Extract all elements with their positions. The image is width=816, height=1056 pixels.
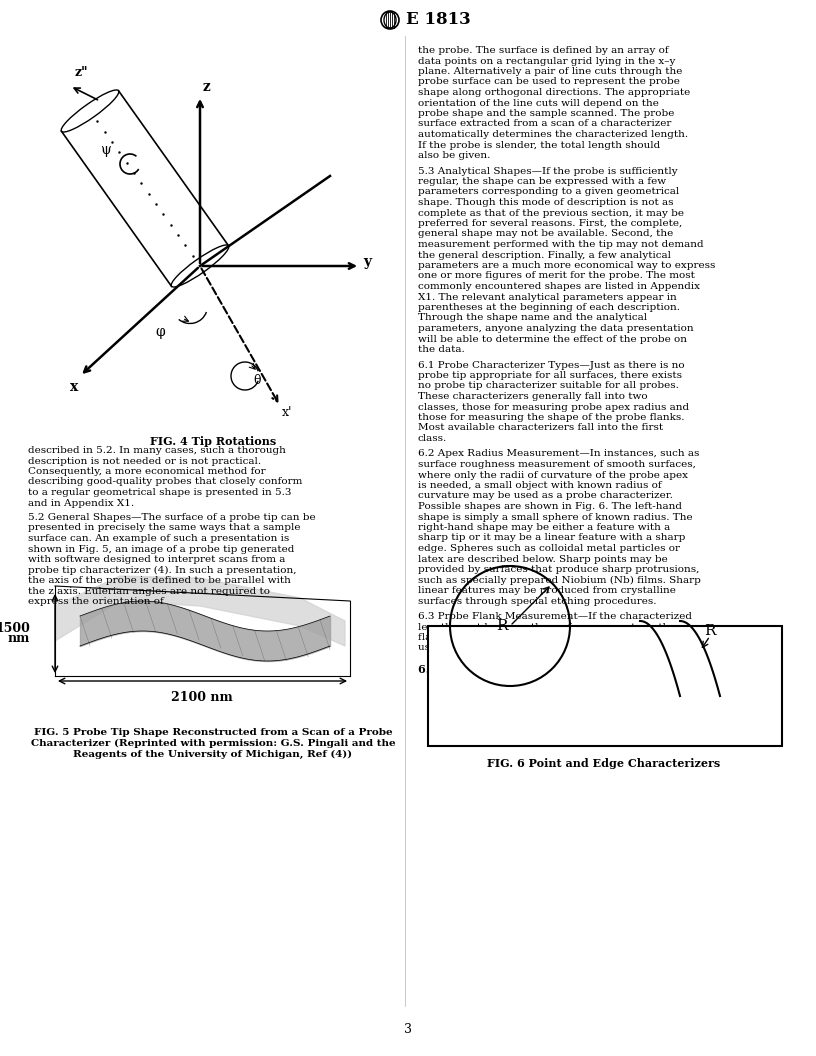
Text: φ: φ	[155, 325, 165, 339]
Text: parameters are a much more economical way to express: parameters are a much more economical wa…	[418, 261, 716, 270]
Text: shape is simply a small sphere of known radius. The: shape is simply a small sphere of known …	[418, 512, 693, 522]
Text: shape along orthogonal directions. The appropriate: shape along orthogonal directions. The a…	[418, 88, 690, 97]
Text: parameters corresponding to a given geometrical: parameters corresponding to a given geom…	[418, 188, 679, 196]
Text: edge. Spheres such as colloidal metal particles or: edge. Spheres such as colloidal metal pa…	[418, 544, 680, 553]
Text: measurement performed with the tip may not demand: measurement performed with the tip may n…	[418, 240, 703, 249]
Text: latex are described below. Sharp points may be: latex are described below. Sharp points …	[418, 554, 667, 564]
Text: will be able to determine the effect of the probe on: will be able to determine the effect of …	[418, 335, 687, 343]
Text: probe shape and the sample scanned. The probe: probe shape and the sample scanned. The …	[418, 109, 674, 118]
Text: 5.2 General Shapes—The surface of a probe tip can be: 5.2 General Shapes—The surface of a prob…	[28, 513, 316, 522]
Polygon shape	[55, 576, 345, 646]
Text: to a regular geometrical shape is presented in 5.3: to a regular geometrical shape is presen…	[28, 488, 291, 497]
Text: x: x	[70, 380, 78, 394]
Text: probe surface can be used to represent the probe: probe surface can be used to represent t…	[418, 77, 680, 87]
Text: shown in Fig. 5, an image of a probe tip generated: shown in Fig. 5, an image of a probe tip…	[28, 545, 295, 553]
Text: no probe tip characterizer suitable for all probes.: no probe tip characterizer suitable for …	[418, 381, 679, 391]
Text: y: y	[363, 254, 371, 269]
Text: 6.2 Apex Radius Measurement—In instances, such as: 6.2 Apex Radius Measurement—In instances…	[418, 450, 699, 458]
Text: Characterizer (Reprinted with permission: G.S. Pingali and the: Characterizer (Reprinted with permission…	[31, 739, 395, 748]
Text: x': x'	[282, 406, 292, 419]
Text: surface can. An example of such a presentation is: surface can. An example of such a presen…	[28, 534, 289, 543]
Text: data points on a rectangular grid lying in the x–y: data points on a rectangular grid lying …	[418, 57, 676, 65]
Text: probe tip characterizer (4). In such a presentation,: probe tip characterizer (4). In such a p…	[28, 566, 296, 574]
Text: class.: class.	[418, 434, 447, 444]
Text: linear features may be produced from crystalline: linear features may be produced from cry…	[418, 586, 676, 595]
Text: the z axis. Eulerian angles are not required to: the z axis. Eulerian angles are not requ…	[28, 586, 270, 596]
Text: description is not needed or is not practical.: description is not needed or is not prac…	[28, 456, 261, 466]
Text: These characterizers generally fall into two: These characterizers generally fall into…	[418, 392, 648, 401]
Text: E 1813: E 1813	[406, 12, 471, 29]
Text: θ: θ	[253, 374, 260, 386]
Text: parentheses at the beginning of each description.: parentheses at the beginning of each des…	[418, 303, 680, 312]
Text: length must be more than a few nanometres, then a: length must be more than a few nanometre…	[418, 622, 692, 631]
Text: those for measuring the shape of the probe flanks.: those for measuring the shape of the pro…	[418, 413, 685, 422]
Text: plane. Alternatively a pair of line cuts through the: plane. Alternatively a pair of line cuts…	[418, 67, 682, 76]
Text: ψ: ψ	[100, 143, 111, 157]
Text: surfaces through special etching procedures.: surfaces through special etching procedu…	[418, 597, 657, 605]
Text: 5.3 Analytical Shapes—If the probe is sufficiently: 5.3 Analytical Shapes—If the probe is su…	[418, 167, 677, 175]
Text: described in 5.2. In many cases, such a thorough: described in 5.2. In many cases, such a …	[28, 446, 286, 455]
Text: Possible shapes are shown in Fig. 6. The left-hand: Possible shapes are shown in Fig. 6. The…	[418, 502, 682, 511]
Text: used. Its height, H⁣, should be: used. Its height, H⁣, should be	[418, 643, 573, 653]
Text: describing good-quality probes that closely conform: describing good-quality probes that clos…	[28, 477, 303, 487]
Text: surface extracted from a scan of a characterizer: surface extracted from a scan of a chara…	[418, 119, 672, 129]
Text: sharp tip or it may be a linear feature with a sharp: sharp tip or it may be a linear feature …	[418, 533, 685, 543]
Text: 3: 3	[404, 1023, 412, 1036]
Text: preferred for several reasons. First, the complete,: preferred for several reasons. First, th…	[418, 219, 682, 228]
Text: 1500: 1500	[0, 622, 30, 635]
Text: Through the shape name and the analytical: Through the shape name and the analytica…	[418, 314, 647, 322]
Text: and in Appendix X1.: and in Appendix X1.	[28, 498, 134, 508]
Text: such as specially prepared Niobium (Nb) films. Sharp: such as specially prepared Niobium (Nb) …	[418, 576, 701, 585]
Text: the axis of the probe is defined to be parallel with: the axis of the probe is defined to be p…	[28, 576, 290, 585]
Bar	[428, 626, 782, 746]
Text: R: R	[496, 619, 508, 633]
Text: complete as that of the previous section, it may be: complete as that of the previous section…	[418, 208, 684, 218]
Text: shape. Though this mode of description is not as: shape. Though this mode of description i…	[418, 199, 673, 207]
Text: nm: nm	[7, 631, 30, 644]
Text: parameters, anyone analyzing the data presentation: parameters, anyone analyzing the data pr…	[418, 324, 694, 333]
Text: FIG. 4 Tip Rotations: FIG. 4 Tip Rotations	[150, 436, 276, 447]
Text: the general description. Finally, a few analytical: the general description. Finally, a few …	[418, 250, 671, 260]
Text: z": z"	[75, 65, 89, 79]
Text: If the probe is slender, the total length should: If the probe is slender, the total lengt…	[418, 140, 660, 150]
Text: one or more figures of merit for the probe. The most: one or more figures of merit for the pro…	[418, 271, 695, 281]
Text: Most available characterizers fall into the first: Most available characterizers fall into …	[418, 423, 663, 433]
Text: surface roughness measurement of smooth surfaces,: surface roughness measurement of smooth …	[418, 460, 696, 469]
Text: 6.1 Probe Characterizer Types—Just as there is no: 6.1 Probe Characterizer Types—Just as th…	[418, 360, 685, 370]
Text: also be given.: also be given.	[418, 151, 490, 161]
Text: presented in precisely the same ways that a sample: presented in precisely the same ways tha…	[28, 524, 300, 532]
Text: z: z	[203, 80, 211, 94]
Text: express the orientation of: express the orientation of	[28, 597, 164, 606]
Text: commonly encountered shapes are listed in Appendix: commonly encountered shapes are listed i…	[418, 282, 700, 291]
Text: 2100 nm: 2100 nm	[171, 691, 233, 704]
Text: probe tip appropriate for all surfaces, there exists: probe tip appropriate for all surfaces, …	[418, 371, 682, 380]
Text: classes, those for measuring probe apex radius and: classes, those for measuring probe apex …	[418, 402, 690, 412]
Text: general shape may not be available. Second, the: general shape may not be available. Seco…	[418, 229, 673, 239]
Text: 6.3 Probe Flank Measurement—If the characterized: 6.3 Probe Flank Measurement—If the chara…	[418, 612, 692, 621]
Text: Consequently, a more economical method for: Consequently, a more economical method f…	[28, 467, 266, 476]
Text: flared characterizer, shown in Fig. 7, should be: flared characterizer, shown in Fig. 7, s…	[418, 633, 667, 642]
Text: the probe. The surface is defined by an array of: the probe. The surface is defined by an …	[418, 46, 668, 55]
Text: orientation of the line cuts will depend on the: orientation of the line cuts will depend…	[418, 98, 659, 108]
Text: right-hand shape may be either a feature with a: right-hand shape may be either a feature…	[418, 523, 670, 532]
Text: FIG. 5 Probe Tip Shape Reconstructed from a Scan of a Probe: FIG. 5 Probe Tip Shape Reconstructed fro…	[33, 728, 392, 737]
Text: R: R	[704, 624, 716, 638]
Text: X1. The relevant analytical parameters appear in: X1. The relevant analytical parameters a…	[418, 293, 676, 302]
Text: the data.: the data.	[418, 345, 465, 354]
Text: is needed, a small object with known radius of: is needed, a small object with known rad…	[418, 480, 662, 490]
Text: FIG. 6 Point and Edge Characterizers: FIG. 6 Point and Edge Characterizers	[487, 758, 721, 769]
Text: automatically determines the characterized length.: automatically determines the characteriz…	[418, 130, 688, 139]
Text: with software designed to interpret scans from a: with software designed to interpret scan…	[28, 555, 286, 564]
Text: Reagents of the University of Michigan, Ref (4)): Reagents of the University of Michigan, …	[73, 750, 353, 759]
Text: where only the radii of curvature of the probe apex: where only the radii of curvature of the…	[418, 471, 688, 479]
Text: provided by surfaces that produce sharp protrusions,: provided by surfaces that produce sharp …	[418, 565, 699, 574]
Text: 6.  Description of Probe Characterizer Shapes: 6. Description of Probe Characterizer Sh…	[418, 664, 706, 675]
Text: regular, the shape can be expressed with a few: regular, the shape can be expressed with…	[418, 177, 666, 186]
Text: curvature may be used as a probe characterizer.: curvature may be used as a probe charact…	[418, 491, 673, 501]
Ellipse shape	[61, 90, 119, 132]
